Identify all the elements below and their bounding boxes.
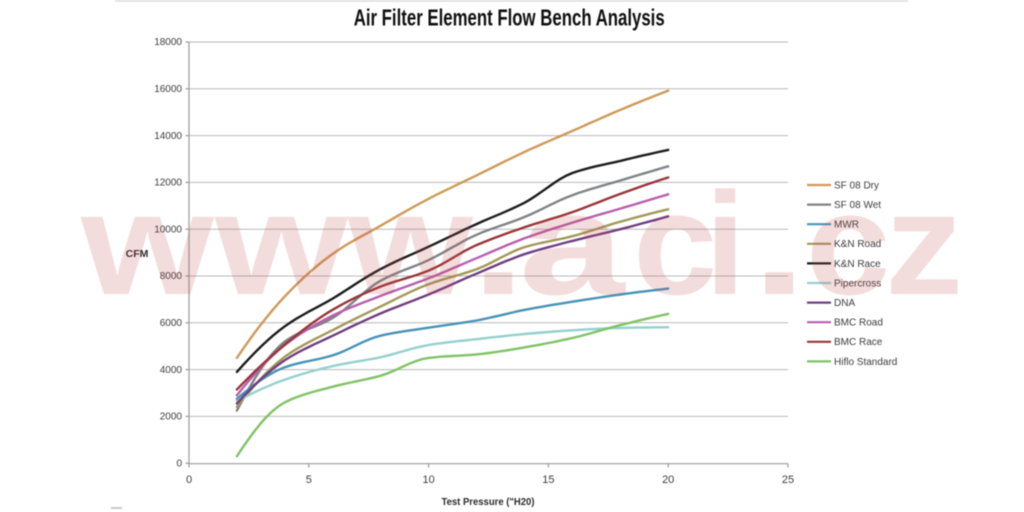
svg-text:25: 25 <box>782 474 794 486</box>
svg-text:MWR: MWR <box>834 220 859 231</box>
svg-text:K&N Road: K&N Road <box>834 239 881 250</box>
svg-text:w: w <box>80 162 214 326</box>
svg-text:K&N Race: K&N Race <box>834 259 881 270</box>
svg-text:BMC Race: BMC Race <box>834 337 883 348</box>
svg-text:12000: 12000 <box>154 178 182 189</box>
svg-text:20: 20 <box>662 474 674 486</box>
svg-text:Pipercross: Pipercross <box>834 278 881 289</box>
svg-text:16000: 16000 <box>154 84 182 95</box>
svg-text:SF 08 Wet: SF 08 Wet <box>834 200 881 211</box>
svg-text:BMC Road: BMC Road <box>834 318 883 329</box>
svg-text:5: 5 <box>306 474 312 486</box>
svg-text:8000: 8000 <box>160 271 183 282</box>
svg-text:2000: 2000 <box>160 412 183 423</box>
svg-text:6000: 6000 <box>160 318 183 329</box>
svg-text:0: 0 <box>186 474 192 486</box>
svg-text:w: w <box>214 162 348 326</box>
svg-text:z: z <box>885 163 963 326</box>
svg-text:Hiflo Standard: Hiflo Standard <box>834 357 897 368</box>
svg-text:i: i <box>705 162 746 325</box>
svg-text:Test Pressure ("H20): Test Pressure ("H20) <box>442 496 535 508</box>
svg-text:.: . <box>471 162 526 325</box>
svg-text:14000: 14000 <box>154 131 182 142</box>
svg-text:10: 10 <box>422 474 434 486</box>
svg-text:CFM: CFM <box>126 248 149 260</box>
svg-text:0: 0 <box>176 458 182 469</box>
svg-text:SF 08 Dry: SF 08 Dry <box>834 180 879 191</box>
svg-text:.: . <box>752 162 807 325</box>
svg-text:15: 15 <box>542 474 554 486</box>
svg-text:w: w <box>347 162 474 326</box>
svg-text:4000: 4000 <box>160 365 183 376</box>
svg-text:18000: 18000 <box>154 37 182 48</box>
svg-text:DNA: DNA <box>834 298 855 309</box>
svg-text:Air Filter Element Flow Bench: Air Filter Element Flow Bench Analysis <box>354 5 665 31</box>
svg-text:10000: 10000 <box>154 224 182 235</box>
svg-text:c: c <box>806 162 890 326</box>
svg-text:a: a <box>519 162 627 325</box>
svg-text:c: c <box>633 162 717 326</box>
